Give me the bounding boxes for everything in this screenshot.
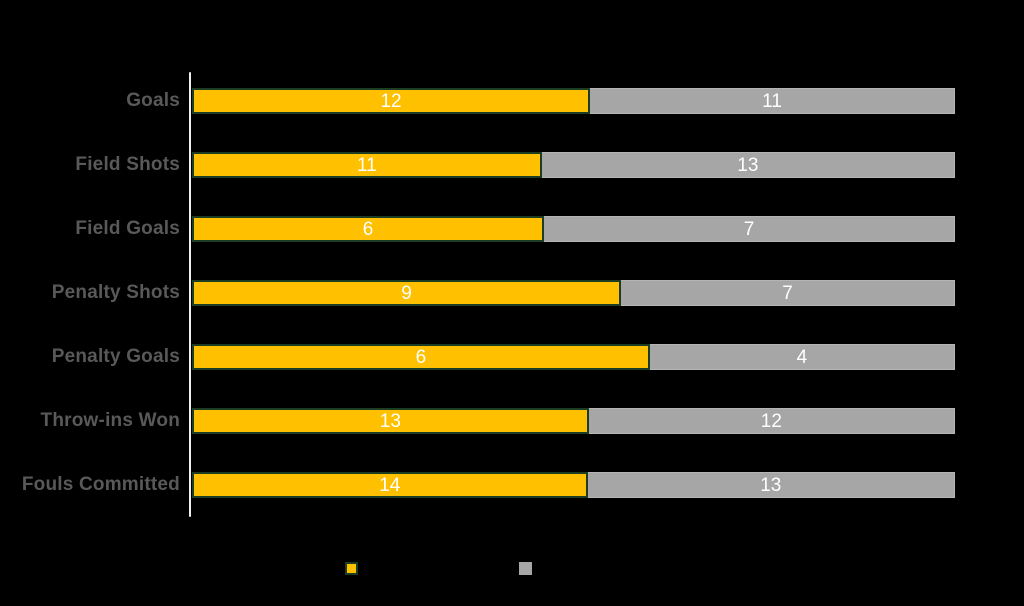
bar-row: 14 13 xyxy=(192,472,955,498)
gray-team-bar-segment: 13 xyxy=(587,472,955,498)
legend xyxy=(0,556,1024,584)
bar-row: 11 13 xyxy=(192,152,955,178)
gray-team-bar-segment: 7 xyxy=(621,280,955,306)
gray-series-swatch xyxy=(519,562,532,575)
category-label: Penalty Goals xyxy=(51,346,180,367)
legend-item-gray xyxy=(519,562,540,575)
bar-row: 12 11 xyxy=(192,88,955,114)
bar-value-label: 11 xyxy=(762,90,782,112)
bar-value-label: 13 xyxy=(760,474,782,496)
category-label: Penalty Shots xyxy=(51,282,180,303)
category-labels: Goals Field Shots Field Goals Penalty Shots… xyxy=(0,72,180,517)
gray-team-bar-segment: 11 xyxy=(590,88,955,114)
category-label: Goals xyxy=(126,90,180,111)
bar-value-label: 14 xyxy=(379,474,401,496)
yellow-team-bar-segment: 13 xyxy=(192,408,589,434)
category-label: Field Goals xyxy=(75,218,180,239)
y-axis-line xyxy=(189,72,191,517)
legend-item-yellow xyxy=(345,562,366,575)
bar-value-label: 13 xyxy=(737,154,759,176)
bar-value-label: 7 xyxy=(782,282,793,304)
category-label: Fouls Committed xyxy=(21,474,180,495)
bar-value-label: 11 xyxy=(356,154,377,176)
gray-team-bar-segment: 4 xyxy=(649,344,955,370)
yellow-team-bar-segment: 6 xyxy=(192,344,650,370)
bar-row: 13 12 xyxy=(192,408,955,434)
bar-value-label: 6 xyxy=(415,346,427,368)
yellow-series-swatch xyxy=(345,562,358,575)
bar-value-label: 7 xyxy=(743,218,755,240)
bar-value-label: 12 xyxy=(380,90,402,112)
bar-value-label: 6 xyxy=(362,218,374,240)
yellow-team-bar-segment: 12 xyxy=(192,88,591,114)
category-label: Field Shots xyxy=(75,154,180,175)
yellow-team-bar-segment: 11 xyxy=(192,152,542,178)
yellow-team-bar-segment: 9 xyxy=(192,280,622,306)
yellow-team-bar-segment: 14 xyxy=(192,472,588,498)
bar-value-label: 12 xyxy=(760,410,782,432)
bar-value-label: 9 xyxy=(401,282,412,304)
yellow-team-bar-segment: 6 xyxy=(192,216,545,242)
category-label: Throw-ins Won xyxy=(40,410,180,431)
bar-value-label: 4 xyxy=(796,346,808,368)
plot-area: 12 11 11 13 6 7 9 7 6 4 13 12 14 13 xyxy=(192,72,955,517)
gray-team-bar-segment: 7 xyxy=(544,216,955,242)
bar-value-label: 13 xyxy=(379,410,401,432)
gray-team-bar-segment: 12 xyxy=(588,408,955,434)
gray-team-bar-segment: 13 xyxy=(541,152,955,178)
